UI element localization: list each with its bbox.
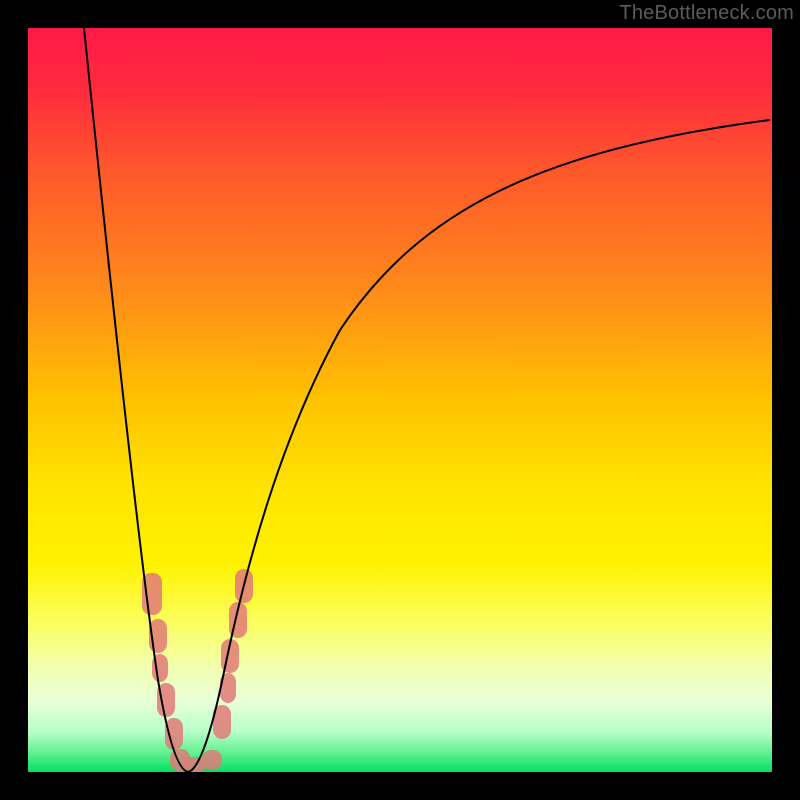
data-marker bbox=[202, 750, 222, 770]
plot-gradient-background bbox=[28, 28, 772, 772]
watermark-text: TheBottleneck.com bbox=[619, 2, 794, 25]
data-marker bbox=[165, 718, 183, 750]
chart-root: TheBottleneck.com bbox=[0, 0, 800, 800]
bottleneck-chart bbox=[0, 0, 800, 800]
